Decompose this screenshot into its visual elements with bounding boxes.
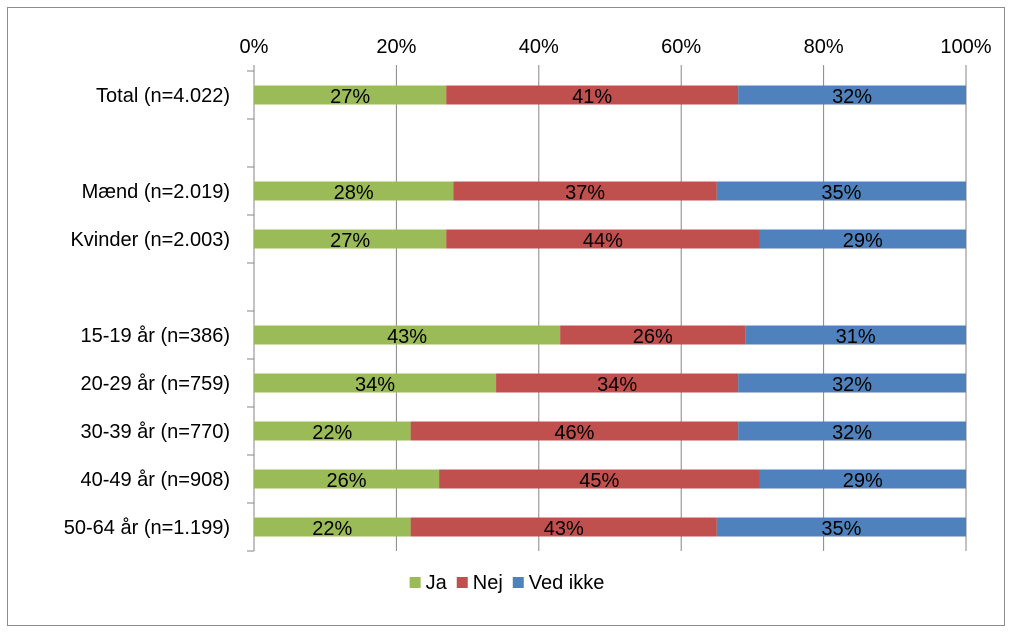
bar-segment [446,85,739,105]
bar-segment [254,325,561,345]
data-label: 35% [821,182,861,204]
x-tick-label: 60% [661,36,701,58]
category-label: 40-49 år (n=908) [80,469,230,491]
bar-segment [745,325,966,345]
data-label: 44% [583,230,623,252]
data-label: 34% [597,374,637,396]
bar-segment [446,229,760,249]
category-label: Total (n=4.022) [96,85,230,107]
data-label: 32% [832,86,872,108]
data-label: 35% [821,518,861,540]
data-label: 32% [832,422,872,444]
data-label: 29% [843,470,883,492]
bar-segment [254,181,454,201]
data-label: 43% [387,326,427,348]
legend-swatch [409,577,421,588]
data-label: 37% [565,182,605,204]
x-tick-label: 0% [240,36,269,58]
bar-segment [759,469,966,489]
bar-segment [738,421,966,441]
data-label: 28% [334,182,374,204]
legend-swatch [512,577,524,588]
stacked-bar-chart: 0% 20% 40% 60% 80% 100% Total (n=4.022) 27% 41% 3… [64,36,992,594]
bar-segment [738,85,966,105]
bar-segment [410,517,717,537]
bar-segment [254,421,411,441]
bar-segment [254,373,497,393]
x-tick-label: 80% [804,36,844,58]
category-label: 20-29 år (n=759) [80,373,230,395]
category-label: Kvinder (n=2.003) [70,229,230,251]
data-label: 34% [355,374,395,396]
bar-segment [738,373,966,393]
bar-segment [716,517,966,537]
data-label: 26% [633,326,673,348]
data-label: 29% [843,230,883,252]
bar-segment [759,229,966,249]
bar-segment [410,421,739,441]
bar-segment [560,325,746,345]
category-label: Mænd (n=2.019) [82,181,230,203]
bar-segment [716,181,966,201]
bar-segment [496,373,739,393]
data-label: 26% [327,470,367,492]
data-label: 22% [312,518,352,540]
x-tick-label: 100% [940,36,991,58]
data-label: 45% [579,470,619,492]
category-label: 30-39 år (n=770) [80,421,230,443]
legend-label: Ved ikke [529,572,605,594]
data-label: 46% [554,422,594,444]
bar-segment [439,469,760,489]
data-label: 22% [312,422,352,444]
data-label: 27% [330,86,370,108]
bar-segment [254,517,411,537]
bar-segment [254,229,447,249]
bar-segment [254,85,447,105]
legend-label: Ja [426,572,448,594]
x-tick-label: 40% [519,36,559,58]
data-label: 32% [832,374,872,396]
bar-segment [254,469,440,489]
x-tick-label: 20% [376,36,416,58]
legend-label: Nej [473,572,503,594]
category-label: 50-64 år (n=1.199) [64,517,230,539]
data-label: 41% [572,86,612,108]
data-label: 27% [330,230,370,252]
bar-segment [453,181,717,201]
data-label: 43% [544,518,584,540]
legend-swatch [456,577,468,588]
data-label: 31% [836,326,876,348]
chart-area: 0% 20% 40% 60% 80% 100% Total (n=4.022) 27% 41% 3… [7,7,1005,626]
category-label: 15-19 år (n=386) [80,325,230,347]
